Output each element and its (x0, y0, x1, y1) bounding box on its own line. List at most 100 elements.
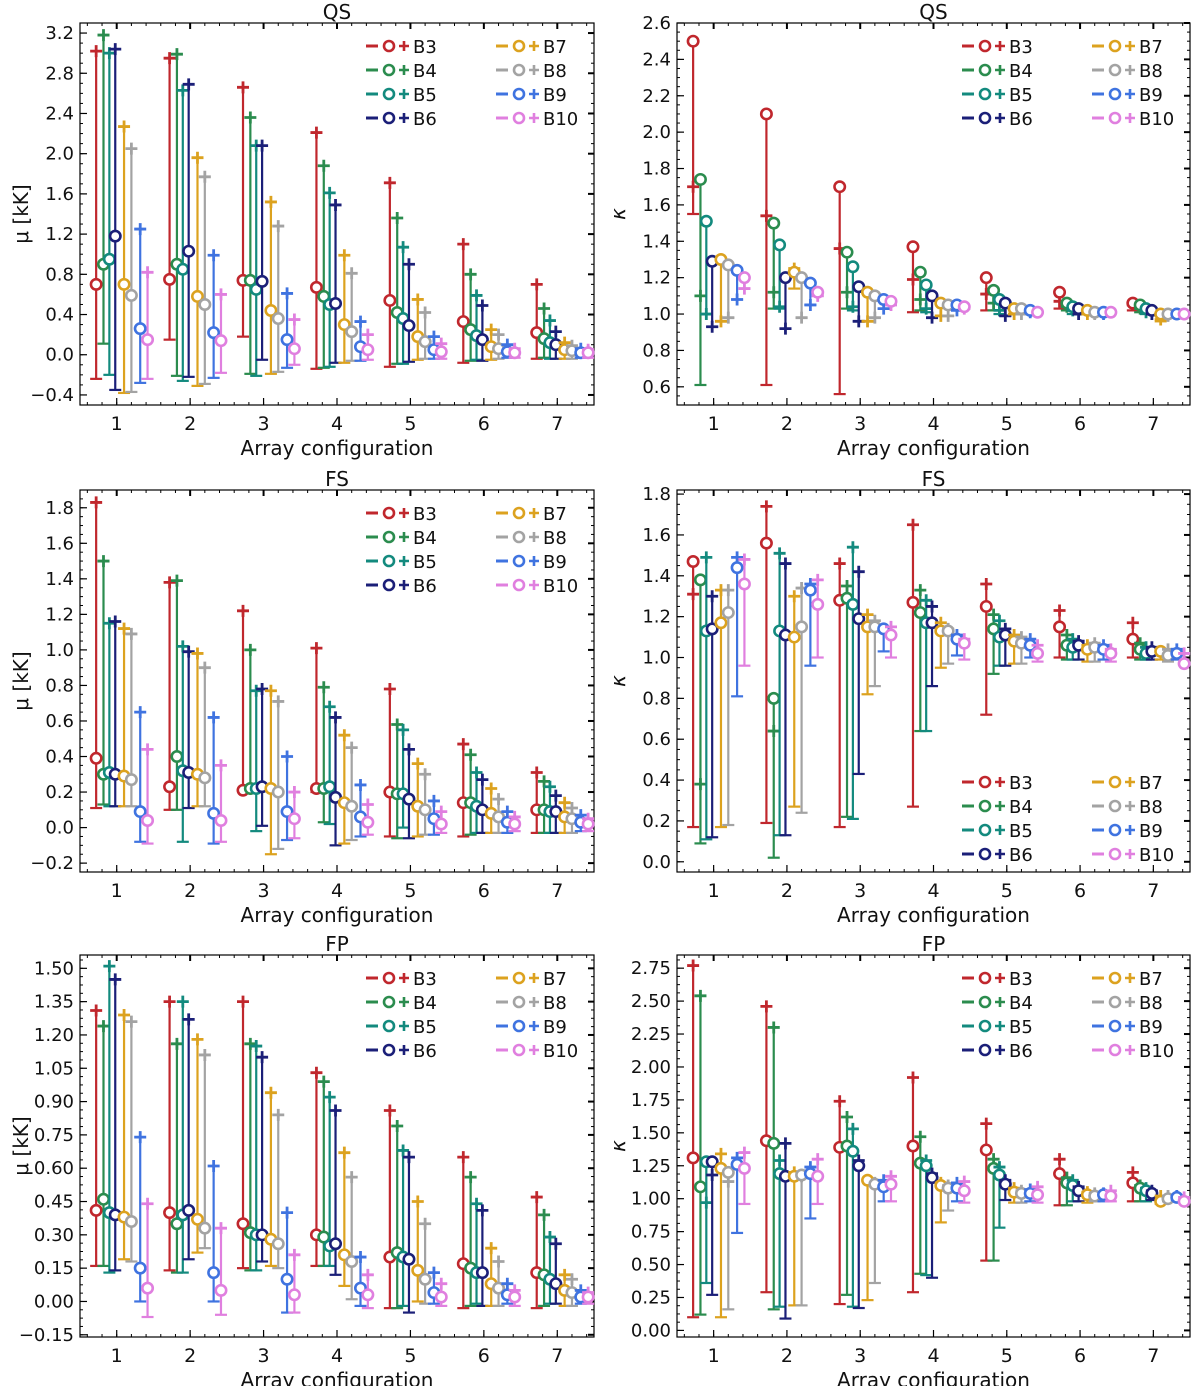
legend-label: B6 (1009, 1041, 1033, 1062)
circle-marker (913, 606, 927, 620)
plus-marker (706, 1168, 719, 1181)
x-tick-label: 1 (708, 413, 720, 435)
legend-plus (399, 89, 409, 99)
circle-marker (803, 583, 817, 597)
legend-circle (382, 554, 396, 568)
legend-label: B4 (413, 61, 437, 82)
plus-marker (134, 706, 147, 719)
legend-plus (399, 113, 409, 123)
legend-plus (1125, 997, 1135, 1007)
plus-marker (530, 278, 543, 291)
circle-marker (207, 806, 221, 820)
plus-marker (1053, 604, 1066, 617)
y-tick-label: 1.35 (34, 992, 74, 1013)
circle-marker (811, 1169, 825, 1183)
plus-marker (738, 1146, 751, 1159)
legend-label: B6 (1009, 845, 1033, 866)
series-B5 (699, 541, 1153, 841)
y-tick-label: 0.6 (642, 729, 671, 750)
plus-marker (687, 588, 700, 601)
legend-circle (978, 111, 992, 125)
x-tick-label: 3 (854, 1345, 866, 1367)
series-B8 (124, 142, 579, 394)
series-B9 (133, 706, 588, 845)
legend-circle (978, 847, 992, 861)
circle-marker (852, 1159, 866, 1173)
plus-marker (833, 557, 846, 570)
circle-marker (1145, 1186, 1159, 1200)
plus-marker (788, 590, 801, 603)
legend-label: B9 (543, 85, 567, 106)
legend-plus (995, 801, 1005, 811)
x-tick-label: 2 (781, 880, 793, 902)
x-axis-label: Array configuration (241, 1368, 434, 1386)
legend-plus (995, 973, 1005, 983)
plus-marker (470, 1197, 483, 1210)
circle-marker (773, 238, 787, 252)
y-tick-label: 1.8 (45, 498, 74, 519)
plus-marker (906, 518, 919, 531)
legend-plus (995, 65, 1005, 75)
x-tick-label: 2 (781, 1345, 793, 1367)
legend-circle (382, 87, 396, 101)
plus-marker (464, 268, 477, 281)
legend-circle (382, 995, 396, 1009)
circle-marker (795, 620, 809, 634)
y-tick-label: 0.0 (642, 852, 671, 873)
legend-circle (512, 1043, 526, 1057)
circle-marker (833, 180, 847, 194)
plus-marker (476, 299, 489, 312)
legend-label: B10 (543, 576, 578, 597)
circle-marker (508, 817, 522, 831)
plus-marker (999, 309, 1012, 322)
y-tick-label: 0.2 (642, 811, 671, 832)
x-tick-label: 4 (927, 413, 939, 435)
circle-marker (271, 312, 285, 326)
plus-marker (492, 793, 505, 806)
legend-circle (1108, 1043, 1122, 1057)
legend-label: B9 (1139, 821, 1163, 842)
series-B6 (108, 615, 563, 847)
legend-circle (978, 799, 992, 813)
legend-label: B3 (413, 37, 437, 58)
plus-marker (354, 778, 367, 791)
legend-plus (399, 1045, 409, 1055)
plus-marker (738, 282, 751, 295)
circle-marker (581, 817, 595, 831)
circle-marker (411, 1263, 425, 1277)
legend-plus (1125, 1021, 1135, 1031)
circle-marker (287, 812, 301, 826)
chart-title: FS (325, 467, 349, 491)
plus-marker (706, 320, 719, 333)
legend-label: B6 (1009, 109, 1033, 130)
plus-marker (920, 302, 933, 315)
legend-circle (512, 1019, 526, 1033)
chart-title: QS (919, 0, 947, 24)
legend-label: B3 (1009, 773, 1033, 794)
legend-circle (978, 1019, 992, 1033)
plus-marker (317, 159, 330, 172)
circle-marker (1031, 305, 1045, 319)
legend-label: B4 (413, 528, 437, 549)
plus-marker (97, 29, 110, 42)
chart-title: QS (323, 0, 351, 24)
plus-marker (182, 78, 195, 91)
circle-marker (737, 577, 751, 591)
circle-marker (767, 1136, 781, 1150)
plus-marker (419, 1217, 432, 1230)
circle-marker (345, 1254, 359, 1268)
plus-marker (841, 1111, 854, 1124)
circle-marker (170, 750, 184, 764)
legend-plus (529, 973, 539, 983)
legend-circle (978, 39, 992, 53)
legend-label: B3 (413, 504, 437, 525)
x-tick-label: 5 (404, 1345, 416, 1367)
circle-marker (214, 1283, 228, 1297)
legend-plus (995, 41, 1005, 51)
x-tick-label: 3 (258, 1345, 270, 1367)
circle-marker (957, 1184, 971, 1198)
legend-label: B4 (1009, 61, 1033, 82)
circle-marker (475, 1266, 489, 1280)
legend-circle (978, 63, 992, 77)
plus-marker (345, 1171, 358, 1184)
